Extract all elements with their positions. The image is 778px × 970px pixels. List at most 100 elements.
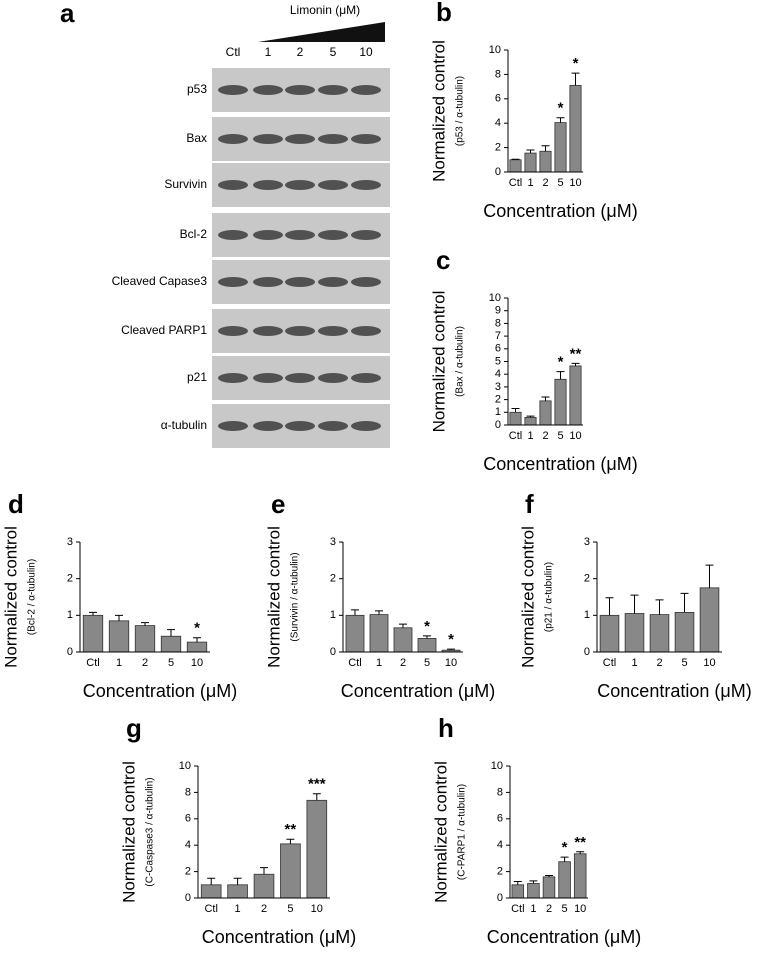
bar (542, 876, 556, 899)
significance: ** (574, 834, 586, 851)
x-tick-label: 5 (681, 657, 687, 669)
bar (306, 799, 328, 899)
y-tick-label: 1 (584, 609, 590, 621)
row-label: p21 (187, 370, 207, 384)
error-bar (513, 881, 522, 885)
significance: * (194, 620, 200, 637)
y-tick-label: 10 (179, 760, 191, 772)
bar (369, 614, 389, 653)
error-bar (375, 610, 383, 615)
y-tick-label: 2 (497, 866, 503, 878)
y-tick-label: 8 (495, 68, 501, 80)
blot-band (351, 373, 381, 383)
blot-band (318, 134, 348, 144)
bar (524, 416, 537, 426)
x-axis-label: Concentration (μM) (483, 454, 637, 474)
x-axis-label: Concentration (μM) (487, 927, 641, 947)
bar (539, 150, 552, 173)
y-tick-label: 6 (185, 813, 191, 825)
x-tick-label: 5 (562, 903, 568, 915)
bar (200, 884, 222, 899)
x-axis-label: Concentration (μM) (341, 681, 495, 701)
error-bar (447, 648, 455, 651)
error-bar (571, 362, 580, 366)
error-bar (351, 609, 359, 616)
y-axis-sublabel: (p53 / α-tubulin) (455, 76, 466, 146)
x-tick-label: Ctl (86, 657, 99, 669)
blot-band (351, 230, 381, 240)
x-tick-label: 2 (542, 430, 548, 442)
y-tick-label: 8 (497, 786, 503, 798)
x-tick-label: 2 (261, 903, 267, 915)
blot-band (351, 85, 381, 95)
error-bar (286, 838, 295, 844)
y-tick-label: 0 (495, 419, 501, 431)
bar (573, 853, 587, 899)
blot-band (218, 180, 248, 190)
error-bar (526, 415, 535, 418)
significance: * (562, 839, 568, 856)
x-tick-label: 2 (542, 177, 548, 189)
y-tick-label: 6 (497, 813, 503, 825)
error-bar (260, 867, 268, 875)
blot-band (318, 326, 348, 336)
row-label: p53 (187, 82, 207, 96)
y-tick-label: 2 (495, 394, 501, 406)
x-axis-label: Concentration (μM) (483, 201, 637, 221)
blot-band (318, 373, 348, 383)
error-bar (423, 635, 431, 639)
x-tick-label: Ctl (509, 177, 522, 189)
bar (569, 84, 582, 173)
blot-band (285, 421, 315, 431)
bar (699, 587, 720, 653)
x-tick-label: Ctl (511, 903, 524, 915)
x-axis-label: Concentration (μM) (202, 927, 356, 947)
y-tick-label: 4 (495, 117, 501, 129)
blot-band (318, 85, 348, 95)
y-tick-label: 4 (495, 368, 501, 380)
y-tick-label: 0 (584, 646, 590, 658)
lane-label: 5 (330, 45, 337, 59)
row-label: Survivin (164, 177, 207, 191)
bar (558, 861, 571, 899)
bar (509, 159, 522, 173)
error-bar (529, 880, 538, 884)
bar (186, 641, 208, 653)
significance: * (424, 618, 430, 635)
error-bar (541, 396, 550, 401)
error-bar (399, 623, 407, 628)
blot-band (351, 421, 381, 431)
x-tick-label: 10 (445, 657, 457, 669)
bar (417, 638, 437, 653)
significance: * (558, 354, 564, 371)
blot-band (285, 85, 315, 95)
y-tick-label: 0 (67, 646, 73, 658)
bar (599, 614, 620, 653)
lane-label: 2 (297, 45, 304, 59)
bar (253, 873, 275, 899)
blot-band (318, 180, 348, 190)
row-label: Cleaved Capase3 (112, 274, 208, 288)
lane-label: 1 (265, 45, 272, 59)
blot-band (318, 277, 348, 287)
blot-band (253, 326, 283, 336)
y-tick-label: 8 (185, 786, 191, 798)
y-tick-label: 6 (495, 343, 501, 355)
x-tick-label: Ctl (509, 430, 522, 442)
error-bar (89, 611, 97, 616)
error-bar (141, 622, 149, 626)
blot-band (285, 180, 315, 190)
x-tick-label: 1 (631, 657, 637, 669)
blot-band (285, 326, 315, 336)
y-axis-sublabel: (C-Caspase3 / α-tubulin) (145, 777, 156, 886)
blot-band (218, 277, 248, 287)
error-bar (630, 594, 639, 614)
y-tick-label: 1 (495, 406, 501, 418)
y-tick-label: 2 (495, 142, 501, 154)
x-tick-label: 5 (424, 657, 430, 669)
y-tick-label: 4 (185, 839, 191, 851)
bar (227, 884, 248, 899)
x-axis-label: Concentration (μM) (597, 681, 751, 701)
y-axis-sublabel: (p21 / α-tubulin) (544, 562, 555, 632)
y-tick-label: 2 (185, 866, 191, 878)
